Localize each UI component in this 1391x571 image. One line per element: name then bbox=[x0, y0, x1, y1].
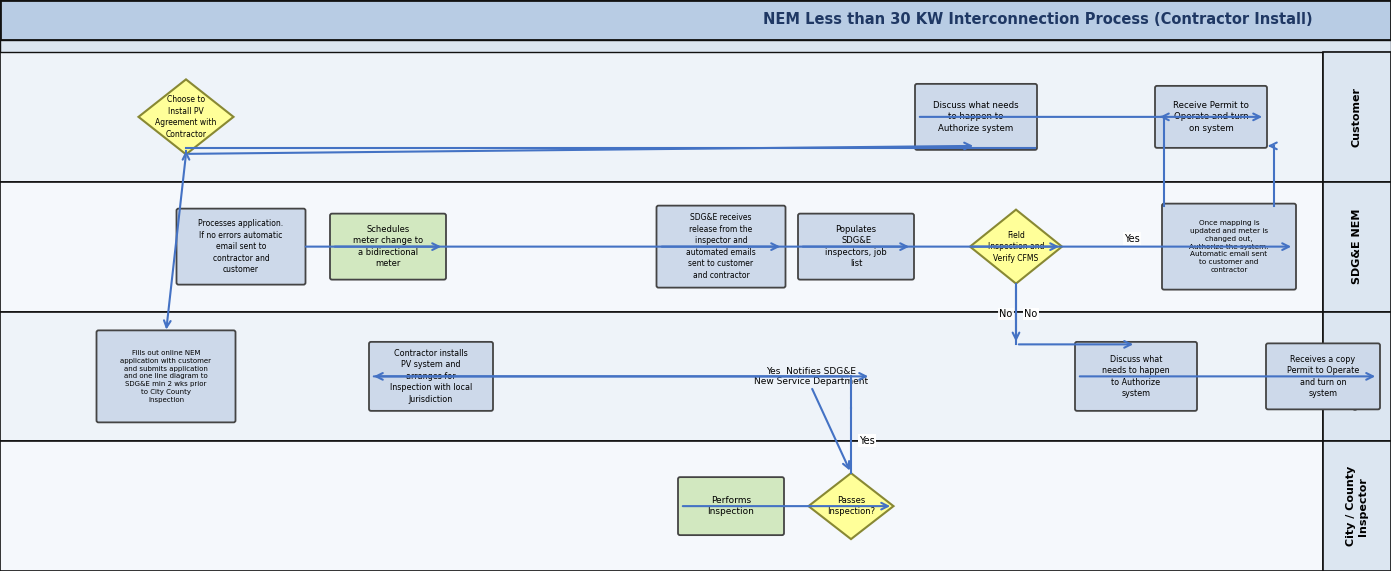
Text: No: No bbox=[1024, 309, 1038, 319]
Bar bbox=[1323, 441, 1391, 571]
Text: Populates
SDG&E
inspectors, job
list: Populates SDG&E inspectors, job list bbox=[825, 225, 887, 268]
Text: Yes  Notifies SDG&E
New Service Department: Yes Notifies SDG&E New Service Departmen… bbox=[754, 367, 868, 386]
Text: Processes application.
If no errors automatic
email sent to
contractor and
custo: Processes application. If no errors auto… bbox=[199, 219, 284, 274]
FancyBboxPatch shape bbox=[177, 208, 306, 284]
Bar bbox=[1323, 182, 1391, 312]
FancyBboxPatch shape bbox=[96, 331, 235, 423]
Text: Receives a copy
Permit to Operate
and turn on
system: Receives a copy Permit to Operate and tu… bbox=[1287, 355, 1359, 398]
Text: Contractor installs
PV system and
arranges for
Inspection with local
Jurisdictio: Contractor installs PV system and arrang… bbox=[389, 349, 472, 404]
Polygon shape bbox=[139, 79, 234, 154]
Text: City / County
Inspector: City / County Inspector bbox=[1346, 466, 1367, 546]
Text: Choose to
Install PV
Agreement with
Contractor: Choose to Install PV Agreement with Cont… bbox=[156, 95, 217, 139]
Text: Passes
Inspection?: Passes Inspection? bbox=[826, 496, 875, 516]
Bar bbox=[1323, 52, 1391, 182]
FancyBboxPatch shape bbox=[1266, 343, 1380, 409]
FancyBboxPatch shape bbox=[657, 206, 786, 288]
FancyBboxPatch shape bbox=[798, 214, 914, 280]
Text: Performs
Inspection: Performs Inspection bbox=[708, 496, 754, 516]
Bar bbox=[0, 40, 1391, 52]
FancyBboxPatch shape bbox=[1075, 342, 1198, 411]
Text: Once mapping is
updated and meter is
changed out,
Authorize the system.
Automati: Once mapping is updated and meter is cha… bbox=[1189, 220, 1269, 273]
Bar bbox=[1323, 312, 1391, 441]
Text: Discuss what needs
to happen to
Authorize system: Discuss what needs to happen to Authoriz… bbox=[933, 101, 1018, 133]
Bar bbox=[0, 441, 1323, 571]
Bar bbox=[0, 312, 1323, 441]
Bar bbox=[0, 52, 1323, 182]
Text: Yes: Yes bbox=[860, 436, 875, 446]
Text: Field
Inspection and
Verify CFMS: Field Inspection and Verify CFMS bbox=[988, 231, 1045, 263]
Text: SDG&E receives
release from the
inspector and
automated emails
sent to customer
: SDG&E receives release from the inspecto… bbox=[686, 214, 755, 280]
Polygon shape bbox=[970, 210, 1061, 284]
Text: Discuss what
needs to happen
to Authorize
system: Discuss what needs to happen to Authoriz… bbox=[1102, 355, 1170, 398]
Polygon shape bbox=[808, 473, 893, 539]
Text: Yes: Yes bbox=[1124, 234, 1139, 244]
Text: SDG&E NEM: SDG&E NEM bbox=[1352, 209, 1362, 284]
FancyBboxPatch shape bbox=[915, 84, 1038, 150]
FancyBboxPatch shape bbox=[369, 342, 492, 411]
FancyBboxPatch shape bbox=[330, 214, 447, 280]
FancyBboxPatch shape bbox=[1155, 86, 1267, 148]
Text: NEM Less than 30 KW Interconnection Process (Contractor Install): NEM Less than 30 KW Interconnection Proc… bbox=[764, 13, 1313, 27]
FancyBboxPatch shape bbox=[677, 477, 785, 535]
Text: No: No bbox=[999, 309, 1013, 319]
Text: Fills out online NEM
application with customer
and submits application
and one l: Fills out online NEM application with cu… bbox=[121, 350, 211, 403]
FancyBboxPatch shape bbox=[1161, 204, 1296, 289]
Text: Contractor: Contractor bbox=[1352, 343, 1362, 410]
Text: Schedules
meter change to
a bidirectional
meter: Schedules meter change to a bidirectiona… bbox=[353, 225, 423, 268]
Bar bbox=[0, 0, 1391, 40]
Text: Customer: Customer bbox=[1352, 87, 1362, 147]
Bar bbox=[0, 182, 1323, 312]
Text: Receive Permit to
Operate and turn
on system: Receive Permit to Operate and turn on sy… bbox=[1173, 101, 1249, 133]
